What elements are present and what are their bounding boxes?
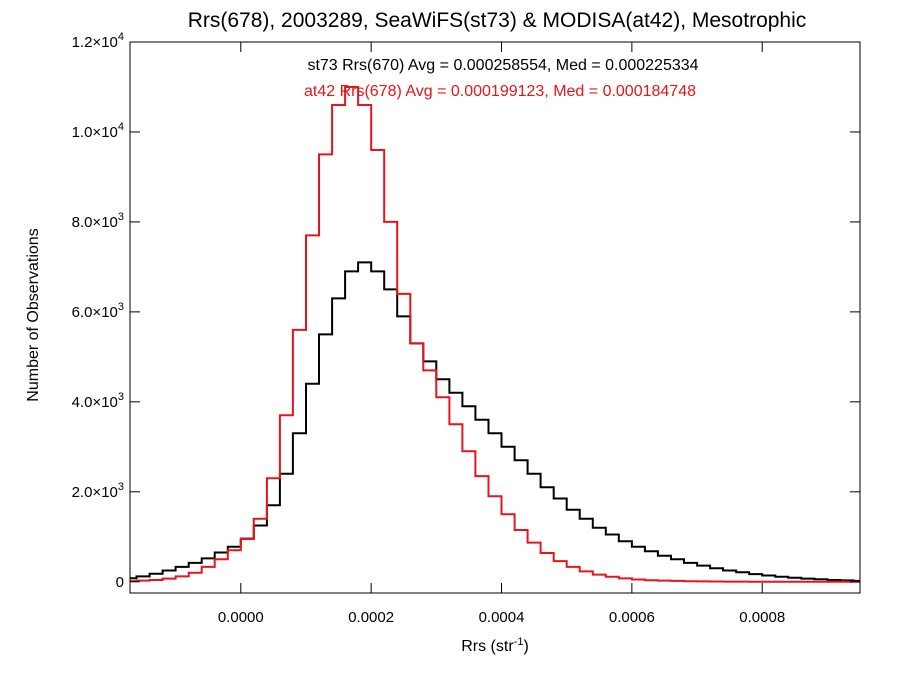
series-layer [130, 86, 860, 583]
y-tick-label-base: 8.0×10 [72, 214, 118, 231]
y-tick-label-exponent: 4 [118, 121, 124, 133]
y-tick-label: 2.0×103 [72, 481, 124, 501]
y-tick-label-exponent: 4 [118, 31, 124, 43]
y-tick-label-base: 2.0×10 [72, 484, 118, 501]
y-tick-label: 1.0×104 [72, 121, 124, 141]
x-tick-label: 0.0006 [609, 609, 655, 626]
x-tick-label: 0.0002 [348, 609, 394, 626]
annotation-at42: at42 Rrs(678) Avg = 0.000199123, Med = 0… [304, 83, 696, 100]
y-tick-label-base: 0 [116, 574, 124, 591]
y-tick-label: 8.0×103 [72, 211, 124, 231]
series-st73 [130, 261, 860, 582]
x-axis: 0.0000 0.0002 0.0004 0.0006 0.0008 [218, 42, 785, 626]
y-tick-label-base: 6.0×10 [72, 304, 118, 321]
x-tick-label: 0.0000 [218, 609, 264, 626]
x-axis-label-close: ) [523, 638, 528, 655]
y-tick-label-base: 4.0×10 [72, 394, 118, 411]
y-tick-label-exponent: 3 [118, 211, 124, 223]
y-tick-label-exponent: 3 [118, 391, 124, 403]
y-tick-label: 6.0×103 [72, 301, 124, 321]
x-axis-label: Rrs (str-1) [461, 636, 529, 655]
x-tick-label: 0.0008 [739, 609, 785, 626]
y-tick-label-base: 1.2×10 [72, 34, 118, 51]
y-tick-label-exponent: 3 [118, 481, 124, 493]
x-axis-label-base: Rrs (str [461, 638, 514, 655]
chart-title: Rrs(678), 2003289, SeaWiFS(st73) & MODIS… [188, 9, 807, 32]
y-tick-label: 4.0×103 [72, 391, 124, 411]
y-tick-label: 0 [116, 574, 124, 591]
y-tick-label-exponent: 3 [118, 301, 124, 313]
y-axis: 02.0×1034.0×1036.0×1038.0×1031.0×1041.2×… [72, 31, 860, 591]
x-tick-label: 0.0004 [479, 609, 525, 626]
annotation-st73: st73 Rrs(670) Avg = 0.000258554, Med = 0… [307, 57, 698, 74]
series-at42 [130, 86, 860, 583]
y-tick-label: 1.2×104 [72, 31, 124, 51]
x-axis-label-exponent: -1 [514, 636, 524, 648]
y-tick-label-base: 1.0×10 [72, 124, 118, 141]
y-axis-label: Number of Observations [25, 228, 42, 401]
plot-frame [129, 41, 861, 594]
